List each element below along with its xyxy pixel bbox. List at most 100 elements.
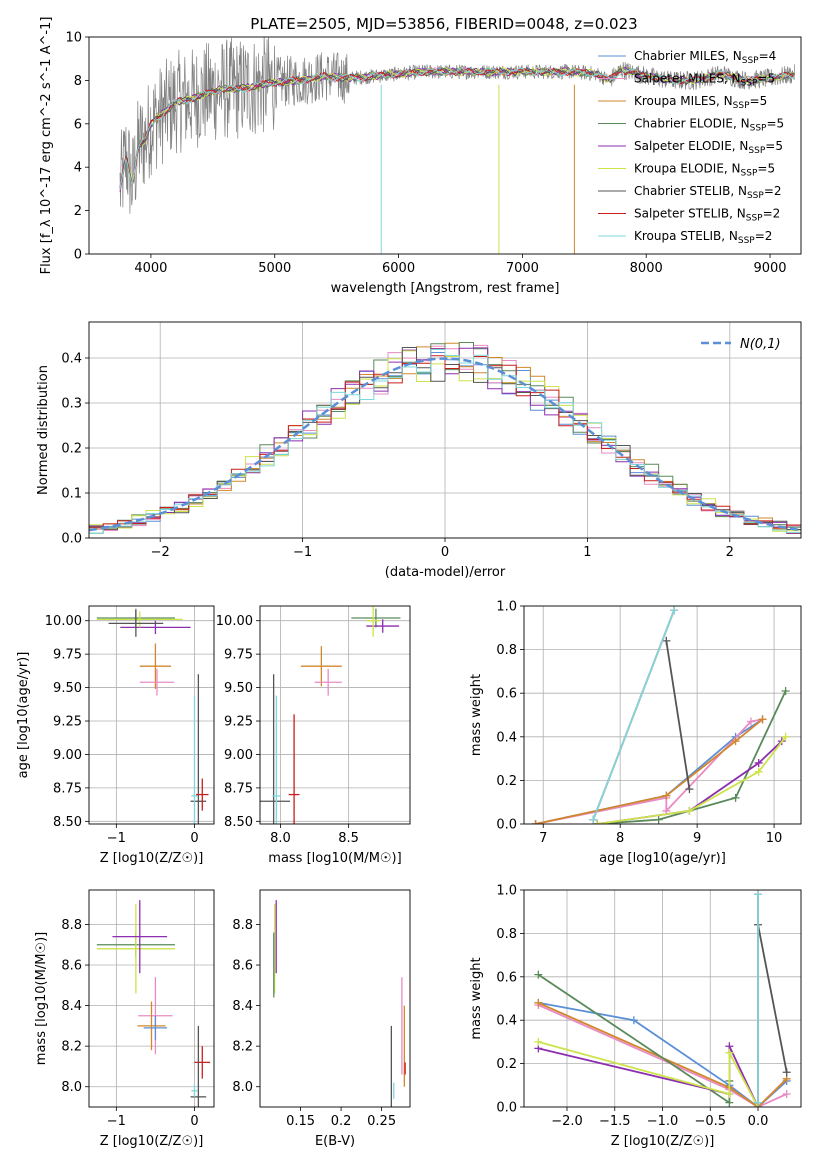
weight-Z-plot-area <box>524 890 801 1107</box>
residuals-ytick-label: 0.4 <box>61 352 82 367</box>
spectrum-xtick-label: 7000 <box>506 261 539 276</box>
weight-Z-series-4 <box>538 1045 759 1107</box>
age-mass-frame <box>259 605 411 825</box>
weight-Z-marker-1-3 <box>782 1089 791 1098</box>
age-mass-ytick-label: 8.75 <box>224 781 253 796</box>
mass-ebv-ytick-label: 8.4 <box>232 999 253 1014</box>
spectrum-ytick-label: 0 <box>74 248 82 263</box>
residuals-xtick-label: −2 <box>151 545 170 560</box>
spectrum-ylabel: Flux [f_λ 10^-17 erg cm^-2 s^-1 A^-1] <box>39 17 54 275</box>
age-mass-ytick-label: 8.50 <box>224 815 253 830</box>
legend-label-4: Salpeter ELODIE, NSSP=5 <box>634 139 783 156</box>
legend-count-7: =2 <box>763 207 781 221</box>
weight-age-marker-5-3 <box>781 732 790 741</box>
weight-age-series-5 <box>596 736 787 824</box>
residuals-frame <box>88 321 802 539</box>
residuals-plot-area <box>89 322 801 538</box>
mass-Z-ytick-label: 8.2 <box>61 1040 82 1055</box>
residuals-xlabel: (data-model)/error <box>385 565 506 580</box>
spectrum-xtick-label: 6000 <box>382 261 415 276</box>
spectrum-ytick-label: 10 <box>65 31 82 46</box>
age-Z-ytick-label: 10.00 <box>45 614 82 629</box>
weight-Z-xtick-label: −2.0 <box>551 1114 583 1129</box>
age-Z-ytick-label: 9.50 <box>53 681 82 696</box>
age-Z-ytick-label: 9.75 <box>53 648 82 663</box>
spectrum-legend: Chabrier MILES, NSSP=4 Salpeter MILES, NS… <box>598 49 784 246</box>
weight-age-marker-3-2 <box>731 793 740 802</box>
spectrum-ytick-label: 2 <box>74 204 82 219</box>
legend-label-6: Chabrier STELIB, NSSP=2 <box>634 184 782 201</box>
legend-sub-3: SSP <box>750 124 767 134</box>
weight-age-marker-3-3 <box>781 687 790 696</box>
legend-label-2: Kroupa MILES, NSSP=5 <box>634 94 767 111</box>
weight-age-series-1 <box>535 718 763 824</box>
weight-Z-ytick-label: 0.4 <box>496 1014 517 1029</box>
weight-age-ylabel: mass weight <box>469 674 484 756</box>
weight-Z-ytick-label: 0.0 <box>496 1101 517 1116</box>
mass-Z-ytick-label: 8.8 <box>61 918 82 933</box>
weight-Z-marker-5-2 <box>725 1048 734 1057</box>
spectrum-xlabel: wavelength [Angstrom, rest frame] <box>331 281 560 296</box>
spectrum-xtick-label: 4000 <box>134 261 167 276</box>
mass-Z-frame <box>88 889 215 1108</box>
age-Z-xlabel: Z [log10(Z/Z☉)] <box>100 851 204 866</box>
weight-age-ytick-label: 0.6 <box>496 687 517 702</box>
weight-Z-series-2 <box>537 1001 788 1107</box>
histogram-8 <box>89 349 801 534</box>
age-mass-xtick-label: 8.0 <box>270 831 291 846</box>
legend-label-3: Chabrier ELODIE, NSSP=5 <box>634 117 784 134</box>
weight-Z-marker-8-1 <box>754 890 763 899</box>
spectrum-plot-area <box>119 37 795 254</box>
age-Z-ylabel: age [log10(age/yr)] <box>16 652 31 779</box>
legend-label-1: Salpeter MILES, NSSP=5 <box>634 72 775 89</box>
weight-age-marker-4-2 <box>754 758 763 767</box>
mass-Z-xtick-label: 0 <box>190 1114 198 1129</box>
mass-ebv-ytick-label: 8.6 <box>232 959 253 974</box>
weight-Z-ytick-label: 0.8 <box>496 927 517 942</box>
legend-sub-0: SSP <box>742 56 759 66</box>
age-Z-ytick-label: 9.00 <box>53 748 82 763</box>
legend-label-5: Kroupa ELODIE, NSSP=5 <box>634 162 775 179</box>
spectrum-xtick-label: 9000 <box>753 261 786 276</box>
age-mass-ytick-label: 9.75 <box>224 648 253 663</box>
weight-age-series-6 <box>665 640 691 790</box>
weight-age-panel: 7 8 9 10 0.0 0.2 0.4 0.6 0.8 1.0 age [log10(age/yr… <box>469 600 802 866</box>
age-Z-ytick-label: 9.25 <box>53 715 82 730</box>
mass-Z-plot-area <box>89 890 214 1107</box>
weight-age-marker-6-1 <box>685 785 694 794</box>
residuals-xtick-label: 2 <box>726 545 734 560</box>
legend-sub-5: SSP <box>741 169 758 179</box>
age-Z-xtick-label: 0 <box>190 831 198 846</box>
weight-Z-marker-0-1 <box>629 1016 638 1025</box>
age-mass-panel: 8.0 8.5 8.50 8.75 9.00 9.25 9.50 9.75 10.00 mass … <box>216 605 411 866</box>
weight-Z-panel: −2.0 −1.5 −1.0 −0.5 0.0 0.0 0.2 0.4 0.6 0.8 1.0 Z [… <box>469 884 802 1149</box>
mass-ebv-ytick-label: 8.8 <box>232 918 253 933</box>
mass-Z-ytick-label: 8.6 <box>61 959 82 974</box>
legend-count-5: =5 <box>757 162 775 176</box>
weight-age-ytick-label: 1.0 <box>496 600 517 615</box>
weight-age-series-2 <box>535 718 764 824</box>
weight-age-marker-1-3 <box>746 717 755 726</box>
weight-age-marker-2-3 <box>758 715 767 724</box>
weight-Z-marker-5-1 <box>725 1089 734 1098</box>
weight-Z-marker-5-0 <box>534 1037 543 1046</box>
residuals-ytick-label: 0.2 <box>61 442 82 457</box>
weight-age-marker-2-2 <box>731 737 740 746</box>
residuals-xtick-label: 1 <box>583 545 591 560</box>
mass-Z-xlabel: Z [log10(Z/Z☉)] <box>100 1134 204 1149</box>
mass-Z-ytick-label: 8.4 <box>61 999 82 1014</box>
age-Z-plot-area <box>89 606 214 824</box>
weight-age-marker-5-2 <box>754 767 763 776</box>
weight-age-xtick-label: 8 <box>616 831 624 846</box>
residuals-ytick-label: 0.0 <box>61 532 82 547</box>
weight-age-marker-8-1 <box>670 606 679 615</box>
mass-ebv-plot-area <box>273 900 406 1107</box>
weight-Z-xtick-label: −0.5 <box>694 1114 726 1129</box>
mass-Z-ylabel: mass [log10(M/M☉)] <box>34 932 49 1065</box>
weight-age-frame <box>523 605 802 825</box>
weight-age-plot-area <box>524 606 801 824</box>
age-mass-ytick-label: 10.00 <box>216 614 253 629</box>
weight-Z-xtick-label: −1.0 <box>647 1114 679 1129</box>
weight-Z-marker-6-1 <box>782 1068 791 1077</box>
